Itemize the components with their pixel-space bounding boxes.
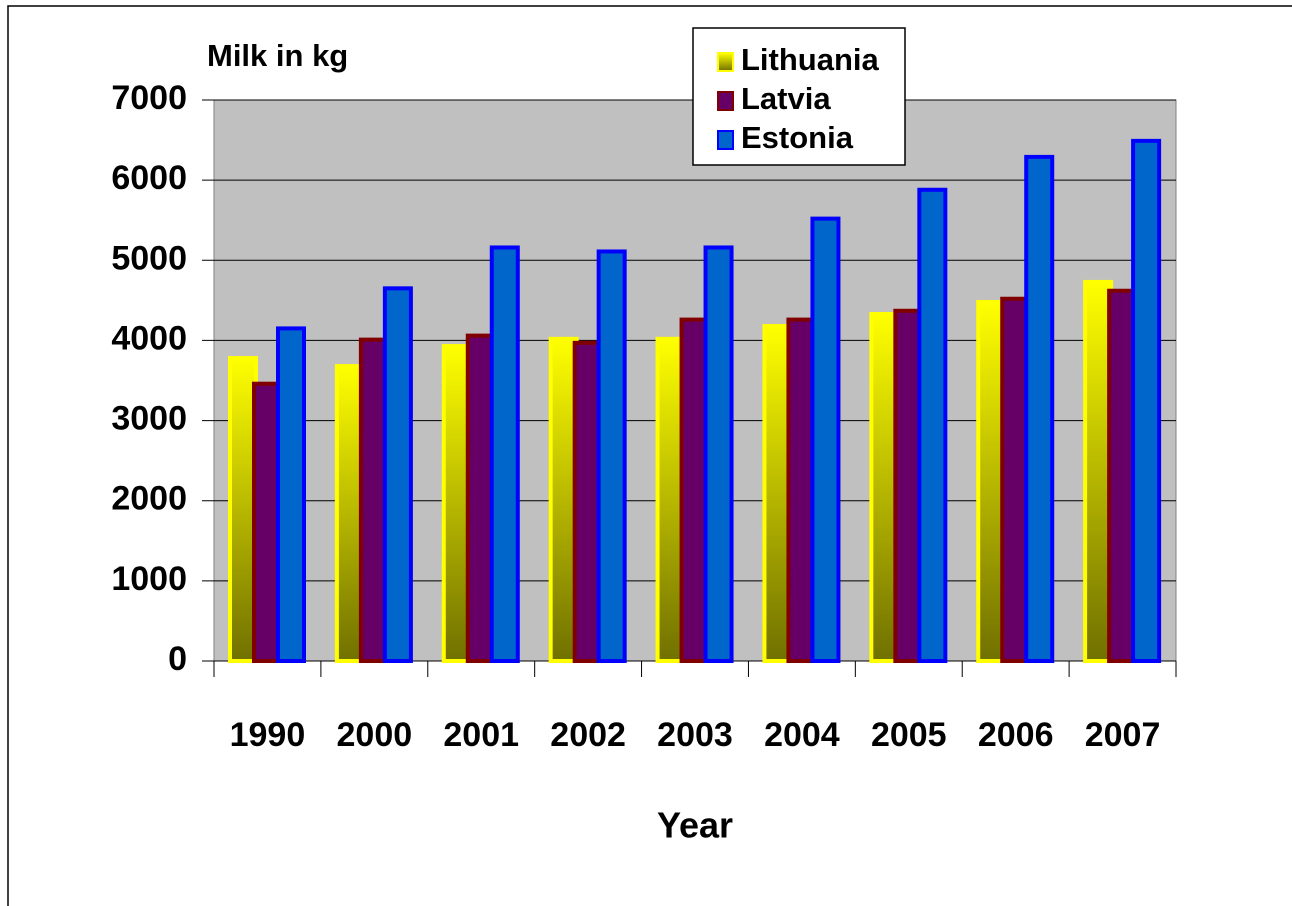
y-tick-label: 0 bbox=[168, 640, 187, 678]
x-axis-label: Year bbox=[657, 805, 733, 846]
bar bbox=[703, 245, 734, 663]
bar bbox=[276, 326, 306, 663]
bar bbox=[976, 299, 1007, 663]
x-tick-label: 1990 bbox=[230, 716, 306, 754]
y-tick-label: 7000 bbox=[111, 79, 187, 117]
x-tick-label: 2007 bbox=[1085, 716, 1161, 754]
bar bbox=[679, 317, 710, 663]
y-tick-label: 4000 bbox=[111, 319, 187, 357]
legend-entries: Lithuania Latvia Estonia bbox=[717, 42, 880, 155]
x-tick-label: 2005 bbox=[871, 716, 947, 754]
bar bbox=[762, 324, 793, 663]
y-tick-label: 3000 bbox=[111, 400, 187, 438]
bar bbox=[810, 216, 841, 664]
y-tick-label: 2000 bbox=[111, 480, 187, 518]
legend-swatch bbox=[717, 130, 734, 150]
bar bbox=[382, 286, 413, 663]
y-tick-label: 1000 bbox=[111, 560, 187, 598]
x-tick-label: 2006 bbox=[978, 716, 1054, 754]
x-tick-label: 2003 bbox=[657, 716, 733, 754]
plot: 0 1000 2000 3000 4000 5000 6000 7000 1990 2000 200… bbox=[111, 79, 1177, 754]
x-tick-label: 2002 bbox=[550, 716, 626, 754]
legend-swatch bbox=[717, 52, 734, 72]
bar bbox=[1131, 138, 1162, 663]
legend-label: Lithuania bbox=[741, 42, 880, 77]
y-tick-label: 6000 bbox=[111, 159, 187, 197]
x-tick-label: 2000 bbox=[337, 716, 413, 754]
bar bbox=[489, 245, 520, 663]
legend-label: Estonia bbox=[741, 120, 854, 155]
chart-title: Milk in kg bbox=[207, 38, 348, 73]
frame bbox=[7, 5, 1292, 906]
bar bbox=[465, 333, 496, 663]
x-tick-label: 2004 bbox=[764, 716, 840, 754]
bar bbox=[1024, 154, 1055, 663]
bar bbox=[917, 187, 948, 663]
bar bbox=[596, 249, 627, 663]
legend-swatch bbox=[717, 91, 734, 111]
bar bbox=[655, 336, 686, 663]
legend-label: Latvia bbox=[741, 81, 831, 116]
x-tick-label: 2001 bbox=[443, 716, 519, 754]
bar bbox=[869, 311, 900, 663]
y-tick-label: 5000 bbox=[111, 239, 187, 277]
